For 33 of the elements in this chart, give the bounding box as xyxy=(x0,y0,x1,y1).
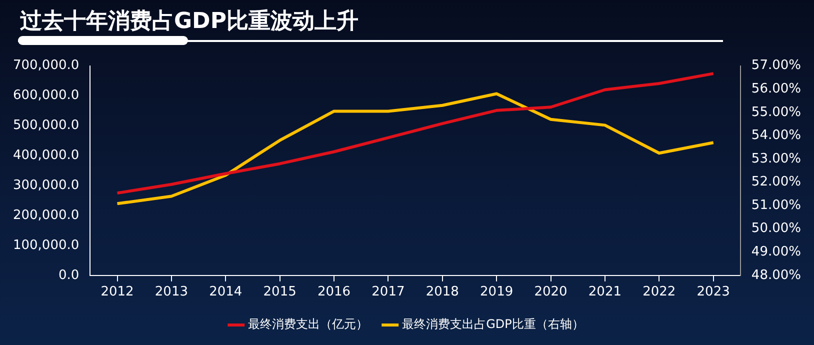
y-tick-label: 700,000.0 xyxy=(12,58,80,74)
x-tick-label: 2017 xyxy=(372,284,405,300)
y-tick-label: 400,000.0 xyxy=(12,148,80,164)
y-tick-label: 200,000.0 xyxy=(12,208,80,223)
y2-tick-label: 54.00% xyxy=(751,128,802,144)
x-tick-label: 2015 xyxy=(263,284,296,300)
y2-tick-label: 51.00% xyxy=(751,198,802,213)
y2-tick-label: 48.00% xyxy=(751,268,802,283)
y2-tick-label: 52.00% xyxy=(751,174,802,190)
y-tick-label: 0.0 xyxy=(58,268,80,283)
y2-tick-label: 49.00% xyxy=(751,244,802,260)
legend-label: 最终消费支出占GDP比重（右轴） xyxy=(402,317,584,332)
x-tick-label: 2016 xyxy=(317,284,351,300)
x-tick-label: 2019 xyxy=(480,284,514,300)
x-tick-label: 2023 xyxy=(696,284,730,300)
y2-tick-label: 55.00% xyxy=(751,104,802,120)
y-tick-label: 100,000.0 xyxy=(12,238,80,253)
x-tick-label: 2022 xyxy=(642,284,676,300)
x-tick-label: 2020 xyxy=(534,284,568,300)
y-tick-label: 600,000.0 xyxy=(12,88,80,104)
y2-tick-label: 53.00% xyxy=(751,151,802,166)
y2-tick-label: 56.00% xyxy=(751,81,802,96)
x-tick-label: 2018 xyxy=(426,284,459,300)
x-tick-label: 2012 xyxy=(100,284,134,300)
y-tick-label: 300,000.0 xyxy=(12,178,80,193)
legend-label: 最终消费支出（亿元） xyxy=(248,317,368,332)
chart-title: 过去十年消费占GDP比重波动上升 xyxy=(20,8,358,36)
y2-tick-label: 50.00% xyxy=(751,221,802,236)
x-tick-label: 2013 xyxy=(154,284,188,300)
x-tick-label: 2014 xyxy=(209,284,242,300)
y-tick-label: 500,000.0 xyxy=(12,118,80,134)
x-tick-label: 2021 xyxy=(588,284,622,300)
y2-tick-label: 57.00% xyxy=(751,58,802,74)
